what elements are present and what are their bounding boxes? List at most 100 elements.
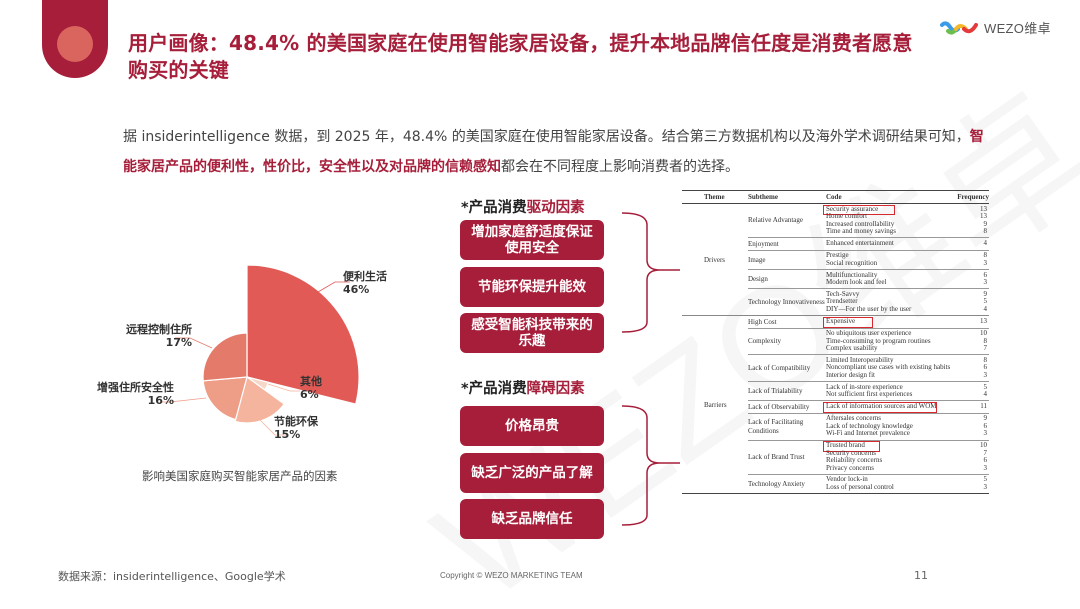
slice-convenience [246, 264, 360, 405]
table-body: Drivers Relative Advantage Security assura… [682, 204, 989, 493]
theme-block: Barriers High Cost Expensive 13 Complexity No… [682, 315, 989, 493]
drivers-brace-icon [622, 212, 680, 333]
label-pct: 16% [147, 394, 174, 407]
code-row: Privacy concerns 3 [826, 464, 989, 473]
code-row: Lack of in-store experience 5 [826, 382, 989, 392]
label-convenience: 便利生活 46% [343, 270, 387, 296]
code-cell: Time-consuming to program routines [826, 336, 931, 345]
frequency-cell: 8 [983, 355, 988, 364]
frequency-cell: 3 [983, 258, 988, 267]
label-pct: 17% [165, 336, 192, 349]
frequency-cell: 9 [983, 289, 988, 298]
subtheme-cell: Image [748, 255, 766, 264]
code-row: Noncompliant use cases with existing hab… [826, 364, 989, 372]
frequency-cell: 4 [983, 304, 988, 313]
code-cell: Lack of technology knowledge [826, 421, 913, 430]
table-row: High Cost Expensive 13 [748, 316, 989, 329]
barriers-brace-icon [622, 405, 680, 526]
label-security: 增强住所安全性 16% [78, 381, 174, 407]
col-theme: Theme [704, 193, 725, 201]
highlighted-code-row: Lack of information sources and WOM 11 [823, 402, 989, 413]
frequency-cell: 5 [983, 475, 988, 484]
page-title: 用户画像：48.4% 的美国家庭在使用智能家居设备，提升本地品牌信任度是消费者愿… [128, 31, 913, 82]
code-cell: Wi-Fi and Internet prevalence [826, 429, 910, 438]
table-row: Lack of Trialability Lack of in-store exp… [748, 382, 989, 402]
label-pct: 46% [343, 283, 370, 296]
frequency-cell: 9 [983, 219, 988, 228]
code-row: Time and money savings 8 [826, 228, 989, 236]
code-cell: Modern look and feel [826, 278, 887, 287]
slice-remote-control [202, 332, 248, 382]
code-row: DIY—For the user by the user 4 [826, 304, 989, 314]
barrier-item-brand-trust: 缺乏品牌信任 [460, 499, 604, 539]
frequency-cell: 8 [983, 336, 988, 345]
frequency-cell: 11 [980, 402, 987, 411]
label-remote-control: 远程控制住所 17% [96, 323, 192, 349]
frequency-cell: 7 [983, 448, 988, 457]
intro-text-2: 都会在不同程度上影响消费者的选择。 [501, 159, 739, 175]
frequency-cell: 10 [980, 329, 987, 338]
frequency-cell: 6 [983, 456, 988, 465]
code-row: Security concerns 7 [826, 448, 989, 458]
subtheme-cell: Enjoyment [748, 239, 779, 248]
code-cell: Reliability concerns [826, 456, 883, 465]
code-row: Reliability concerns 6 [826, 457, 989, 465]
subtheme-cell: Lack of Observability [748, 402, 810, 411]
subtheme-cell: Relative Advantage [748, 216, 804, 225]
label-name: 远程控制住所 [126, 323, 192, 336]
code-row: Not sufficient first experiences 4 [826, 391, 989, 399]
theme-name: Barriers [704, 400, 727, 409]
frequency-cell: 13 [980, 212, 987, 221]
code-cell: Complex usability [826, 344, 878, 353]
label-other: 其他 6% [300, 375, 322, 401]
frequency-cell: 9 [983, 414, 988, 423]
table-row: Relative Advantage Security assurance 13 Ho… [748, 204, 989, 239]
frequency-cell: 4 [983, 390, 988, 399]
label-name: 增强住所安全性 [97, 381, 174, 394]
table-bottom-rule [682, 493, 989, 495]
drivers-heading: *产品消费驱动因素 [461, 196, 585, 217]
intro-highlight: 智能家居产品的便利性，性价比，安全性以及对品牌的信赖感知 [123, 129, 984, 175]
subtheme-cell: Lack of Brand Trust [748, 453, 805, 461]
barriers-heading-prefix: *产品消费 [461, 381, 527, 397]
code-cell: Expensive [823, 317, 954, 328]
frequency-cell: 3 [983, 483, 988, 492]
table-row: Design Multifunctionality 6 Modern look and… [748, 270, 989, 290]
label-pct: 6% [300, 388, 319, 401]
code-cell: Noncompliant use cases with existing hab… [826, 363, 951, 372]
theme-block: Drivers Relative Advantage Security assura… [682, 204, 989, 315]
frequency-cell: 5 [983, 297, 988, 306]
code-cell: No ubiquitous user experience [826, 329, 912, 338]
frequency-cell: 13 [980, 204, 987, 213]
rose-chart-svg [160, 264, 360, 436]
frequency-cell: 6 [983, 270, 988, 279]
code-cell: Security concerns [826, 448, 876, 457]
table-row: Technology Anxiety Vendor lock-in 5 Loss of… [748, 475, 989, 493]
code-row: Prestige 8 [826, 252, 989, 260]
col-subtheme: Subtheme [748, 193, 778, 201]
subtheme-cell: High Cost [748, 317, 777, 326]
code-row: Trendsetter 5 [826, 298, 989, 306]
subtheme-cell: Technology Anxiety [748, 479, 805, 488]
wezo-logo-icon [940, 20, 978, 35]
barriers-heading: *产品消费障碍因素 [461, 377, 585, 398]
barrier-item-knowledge: 缺乏广泛的产品了解 [460, 453, 604, 493]
slice-energy-saving [234, 376, 286, 424]
code-cell: Lack of in-store experience [826, 382, 903, 391]
code-row: Multifunctionality 6 [826, 270, 989, 280]
label-name: 便利生活 [343, 270, 387, 283]
code-cell: Vendor lock-in [826, 475, 868, 484]
subtheme-cell: Lack of Facilitating Conditions [748, 418, 804, 435]
code-cell: Tech-Savvy [826, 289, 860, 298]
drivers-heading-prefix: *产品消费 [461, 200, 527, 216]
driver-item-comfort-safety: 增加家庭舒适度保证使用安全 [460, 220, 604, 260]
frequency-cell: 3 [983, 429, 988, 438]
highlighted-code-row: Expensive 13 [823, 317, 989, 328]
code-row: Interior design fit 3 [826, 371, 989, 380]
research-table: Theme Subtheme Code Frequency Drivers Rel… [682, 190, 989, 495]
code-cell: Social recognition [826, 258, 878, 267]
table-row: Complexity No ubiquitous user experience 1… [748, 329, 989, 356]
code-cell: Home comfort [826, 212, 868, 221]
code-cell: Security assurance [823, 204, 954, 215]
frequency-cell: 3 [983, 278, 988, 287]
